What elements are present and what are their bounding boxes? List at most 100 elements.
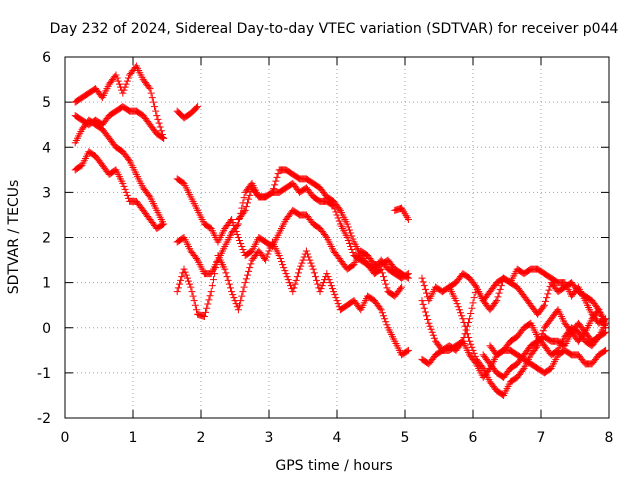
data-point (266, 244, 274, 252)
data-point (396, 285, 404, 293)
data-point (344, 237, 352, 245)
data-point (383, 321, 391, 329)
data-point (494, 293, 502, 301)
data-point (428, 328, 436, 336)
data-point (121, 83, 129, 91)
data-point (347, 229, 355, 237)
data-point (539, 327, 547, 335)
data-point (404, 270, 412, 278)
data-point (304, 250, 312, 258)
data-point (299, 256, 307, 264)
y-tick-label: 6 (42, 50, 51, 66)
y-tick-label: -1 (37, 366, 51, 382)
data-point (156, 123, 164, 131)
data-point (240, 208, 248, 216)
data-point (602, 346, 610, 354)
series-track-3 (71, 116, 168, 228)
data-point (233, 230, 241, 238)
data-point (121, 185, 129, 193)
data-point (596, 309, 604, 317)
x-tick-label: 4 (333, 430, 342, 446)
data-point (264, 250, 272, 258)
data-point (181, 268, 189, 276)
y-tick-label: 0 (42, 321, 51, 337)
data-point (274, 170, 282, 178)
data-point (462, 326, 470, 334)
data-point (594, 334, 602, 342)
data-point (282, 270, 290, 278)
data-point (469, 299, 477, 307)
data-point (381, 276, 389, 284)
data-point (173, 288, 181, 296)
data-point (379, 312, 387, 320)
data-point (160, 134, 168, 142)
x-tick-label: 7 (537, 430, 546, 446)
y-tick-label: 5 (42, 95, 51, 111)
data-point (228, 288, 236, 296)
data-point (194, 103, 202, 111)
data-point (467, 309, 475, 317)
data-point (180, 265, 188, 273)
data-point (240, 283, 248, 291)
data-point (147, 89, 155, 97)
data-point (146, 85, 154, 93)
data-point (154, 115, 162, 123)
grid-lines (65, 57, 609, 418)
data-point (377, 306, 385, 314)
series-track-12 (418, 274, 610, 354)
data-point (276, 255, 284, 263)
data-point (326, 279, 334, 287)
data-point (245, 195, 253, 203)
data-point (331, 291, 339, 299)
data-point (543, 294, 551, 302)
data-point (334, 214, 342, 222)
data-point (192, 306, 200, 314)
data-point (345, 226, 353, 234)
data-point (302, 247, 310, 255)
data-point (544, 290, 552, 298)
data-point (149, 98, 157, 106)
series-track-6 (173, 175, 412, 282)
data-point (228, 215, 236, 223)
series-track-5 (173, 103, 202, 122)
data-point (236, 237, 244, 245)
data-point (309, 265, 317, 273)
series-track-8 (173, 238, 412, 359)
data-point (120, 182, 128, 190)
data-point (291, 280, 299, 288)
data-point (178, 273, 186, 281)
data-point (183, 274, 191, 282)
data-point (343, 220, 351, 228)
data-point (293, 273, 301, 281)
data-point (430, 334, 438, 342)
data-point (160, 220, 168, 228)
data-point (237, 240, 245, 248)
data-point (271, 181, 279, 189)
data-point (192, 104, 200, 112)
data-point (192, 255, 200, 263)
data-point (319, 279, 327, 287)
data-point (267, 189, 275, 197)
data-point (307, 259, 315, 267)
data-point (344, 223, 352, 231)
y-tick-label: 1 (42, 276, 51, 292)
data-point (155, 119, 163, 127)
data-point (595, 306, 603, 314)
data-point (313, 276, 321, 284)
data-point (420, 304, 428, 312)
data-point (458, 312, 466, 320)
data-point (305, 253, 313, 261)
data-point (205, 296, 213, 304)
x-axis-title: GPS time / hours (275, 458, 392, 474)
data-point (598, 315, 606, 323)
data-point (224, 276, 232, 284)
data-point (270, 185, 278, 193)
data-point (403, 347, 411, 355)
data-point (317, 285, 325, 293)
data-point (540, 301, 548, 309)
data-point (459, 315, 467, 323)
data-point (382, 280, 390, 288)
data-point (242, 203, 250, 211)
data-point (158, 221, 166, 229)
